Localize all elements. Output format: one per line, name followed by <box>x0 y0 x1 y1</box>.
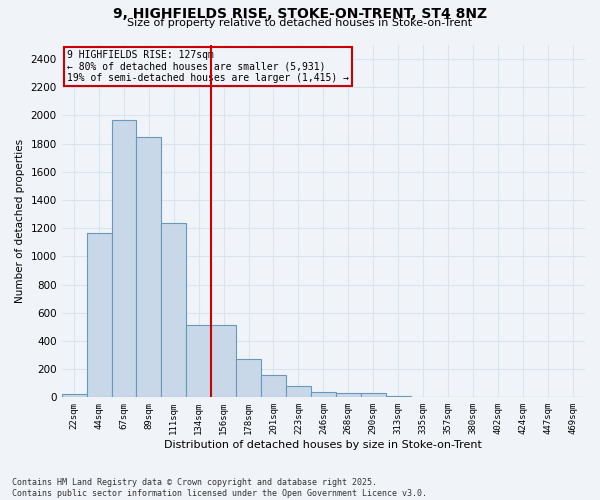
Bar <box>236 360 261 398</box>
Bar <box>361 394 386 398</box>
Bar <box>261 376 286 398</box>
Text: Size of property relative to detached houses in Stoke-on-Trent: Size of property relative to detached ho… <box>127 18 473 28</box>
Text: 9 HIGHFIELDS RISE: 127sqm
← 80% of detached houses are smaller (5,931)
19% of se: 9 HIGHFIELDS RISE: 127sqm ← 80% of detac… <box>67 50 349 84</box>
X-axis label: Distribution of detached houses by size in Stoke-on-Trent: Distribution of detached houses by size … <box>164 440 482 450</box>
Bar <box>186 326 211 398</box>
Bar <box>161 222 186 398</box>
Bar <box>336 393 361 398</box>
Bar <box>62 394 86 398</box>
Bar <box>112 120 136 398</box>
Bar <box>311 392 336 398</box>
Y-axis label: Number of detached properties: Number of detached properties <box>15 139 25 303</box>
Bar <box>86 233 112 398</box>
Bar <box>386 396 410 398</box>
Bar <box>211 326 236 398</box>
Text: 9, HIGHFIELDS RISE, STOKE-ON-TRENT, ST4 8NZ: 9, HIGHFIELDS RISE, STOKE-ON-TRENT, ST4 … <box>113 8 487 22</box>
Bar <box>286 386 311 398</box>
Text: Contains HM Land Registry data © Crown copyright and database right 2025.
Contai: Contains HM Land Registry data © Crown c… <box>12 478 427 498</box>
Bar <box>136 136 161 398</box>
Bar <box>410 396 436 398</box>
